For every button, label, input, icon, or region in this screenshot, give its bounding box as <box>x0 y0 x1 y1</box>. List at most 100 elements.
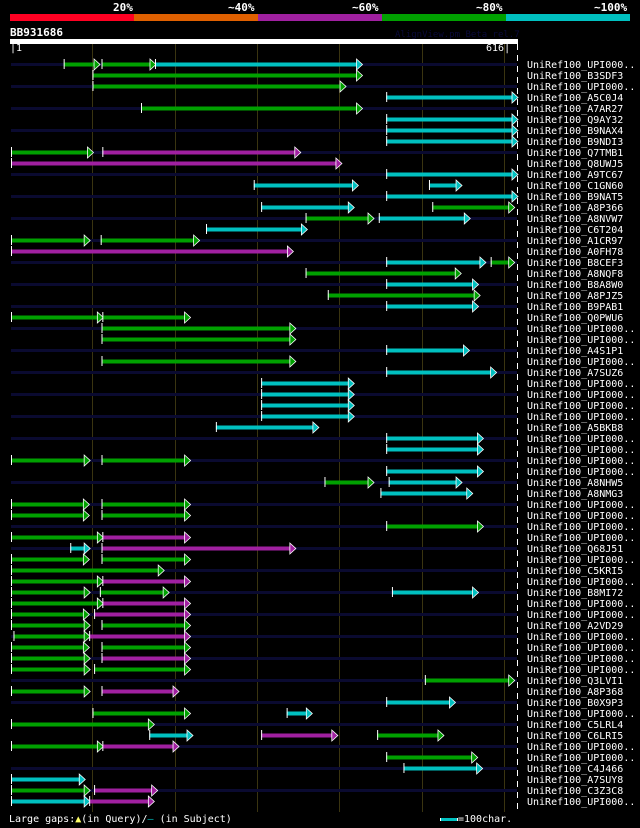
segment-end-arrow <box>454 267 462 280</box>
hit-label[interactable]: UniRef100_C4J466 <box>527 764 623 775</box>
segment-end-arrow <box>82 509 90 522</box>
hit-segment <box>261 414 350 419</box>
hit-label[interactable]: UniRef100_UPI000.. <box>527 335 635 346</box>
segment-end-arrow <box>184 630 192 643</box>
hit-segment <box>102 579 186 584</box>
hit-label[interactable]: UniRef100_UPI000.. <box>527 500 635 511</box>
hit-label[interactable]: UniRef100_A0FH78 <box>527 247 623 258</box>
hit-segment <box>13 634 86 639</box>
hit-label[interactable]: UniRef100_C6T204 <box>527 225 623 236</box>
hit-label[interactable]: UniRef100_A5C0J4 <box>527 93 623 104</box>
hit-label[interactable]: UniRef100_UPI000.. <box>527 753 635 764</box>
segment-end-arrow <box>347 377 355 390</box>
hit-label[interactable]: UniRef100_UPI000.. <box>527 665 635 676</box>
hit-segment <box>490 260 510 265</box>
hit-label[interactable]: UniRef100_B0X9P3 <box>527 698 623 709</box>
hit-label[interactable]: UniRef100_B8MI72 <box>527 588 623 599</box>
hit-label[interactable]: UniRef100_UPI000.. <box>527 522 635 533</box>
hit-label[interactable]: UniRef100_B9PAB1 <box>527 302 623 313</box>
scale-label-40: ~40% <box>228 1 255 14</box>
hit-label[interactable]: UniRef100_B8A8W0 <box>527 280 623 291</box>
hit-label[interactable]: UniRef100_B9NDI3 <box>527 137 623 148</box>
hit-label[interactable]: UniRef100_UPI000.. <box>527 599 635 610</box>
segment-end-arrow <box>477 432 485 445</box>
hit-label[interactable]: UniRef100_UPI000.. <box>527 533 635 544</box>
hit-segment <box>149 733 189 738</box>
hit-label[interactable]: UniRef100_A1CR97 <box>527 236 623 247</box>
hit-label[interactable]: UniRef100_UPI000.. <box>527 401 635 412</box>
segment-end-arrow <box>83 663 91 676</box>
hit-label[interactable]: UniRef100_UPI000.. <box>527 390 635 401</box>
hit-segment <box>11 238 86 243</box>
hit-label[interactable]: UniRef100_B9NAX4 <box>527 126 623 137</box>
hit-label[interactable]: UniRef100_A7SUZ6 <box>527 368 623 379</box>
hit-label[interactable]: UniRef100_A8NMG3 <box>527 489 623 500</box>
hit-label[interactable]: UniRef100_A7AR27 <box>527 104 623 115</box>
hit-label[interactable]: UniRef100_A7SUY8 <box>527 775 623 786</box>
segment-end-arrow <box>511 135 519 148</box>
hit-label[interactable]: UniRef100_B8CEF3 <box>527 258 623 269</box>
hit-label[interactable]: UniRef100_A5BKB8 <box>527 423 623 434</box>
scale-label-80: ~80% <box>476 1 503 14</box>
hit-label[interactable]: UniRef100_A2VD29 <box>527 621 623 632</box>
hit-segment <box>205 227 303 232</box>
hit-label[interactable]: UniRef100_A8P368 <box>527 687 623 698</box>
hit-segment <box>386 755 473 760</box>
hit-label[interactable]: UniRef100_A8NQF8 <box>527 269 623 280</box>
hit-label[interactable]: UniRef100_UPI000.. <box>527 709 635 720</box>
segment-end-arrow <box>147 795 155 808</box>
hit-label[interactable]: UniRef100_Q7TMB1 <box>527 148 623 159</box>
hit-label[interactable]: UniRef100_C5LRL4 <box>527 720 623 731</box>
hit-label[interactable]: UniRef100_UPI000.. <box>527 467 635 478</box>
segment-end-arrow <box>184 608 192 621</box>
hit-label[interactable]: UniRef100_C1GN60 <box>527 181 623 192</box>
hit-segment <box>386 172 513 177</box>
hit-segment <box>101 645 186 650</box>
hit-label[interactable]: UniRef100_A9TC67 <box>527 170 623 181</box>
segment-end-arrow <box>463 212 471 225</box>
hit-label[interactable]: UniRef100_UPI000.. <box>527 577 635 588</box>
hit-label[interactable]: UniRef100_UPI000.. <box>527 511 635 522</box>
hit-label[interactable]: UniRef100_UPI000.. <box>527 555 635 566</box>
hit-label[interactable]: UniRef100_Q0PWU6 <box>527 313 623 324</box>
hit-label[interactable]: UniRef100_UPI000.. <box>527 654 635 665</box>
hit-label[interactable]: UniRef100_UPI000.. <box>527 456 635 467</box>
hit-segment <box>94 788 153 793</box>
hit-label[interactable]: UniRef100_C5KRI5 <box>527 566 623 577</box>
hit-label[interactable]: UniRef100_A8NHW5 <box>527 478 623 489</box>
hit-label[interactable]: UniRef100_UPI000.. <box>527 797 635 808</box>
hit-label[interactable]: UniRef100_A8NVW7 <box>527 214 623 225</box>
hit-label[interactable]: UniRef100_B3SDF3 <box>527 71 623 82</box>
hit-segment <box>386 117 513 122</box>
hit-label[interactable]: UniRef100_UPI000.. <box>527 357 635 368</box>
hit-label[interactable]: UniRef100_UPI000.. <box>527 379 635 390</box>
hit-label[interactable]: UniRef100_UPI000.. <box>527 324 635 335</box>
hit-label[interactable]: UniRef100_Q8UWJ5 <box>527 159 623 170</box>
hit-segment <box>377 733 439 738</box>
segment-end-arrow <box>331 729 339 742</box>
hit-label[interactable]: UniRef100_A8P366 <box>527 203 623 214</box>
segment-end-arrow <box>347 201 355 214</box>
hit-label[interactable]: UniRef100_UPI000.. <box>527 632 635 643</box>
hit-label[interactable]: UniRef100_UPI000.. <box>527 434 635 445</box>
hit-label[interactable]: UniRef100_Q68J51 <box>527 544 623 555</box>
hit-label[interactable]: UniRef100_Q9AY32 <box>527 115 623 126</box>
hit-label[interactable]: UniRef100_UPI000.. <box>527 82 635 93</box>
hit-label[interactable]: UniRef100_UPI000.. <box>527 445 635 456</box>
hit-label[interactable]: UniRef100_UPI000.. <box>527 60 635 71</box>
hit-label[interactable]: UniRef100_A4S1P1 <box>527 346 623 357</box>
hit-label[interactable]: UniRef100_UPI000.. <box>527 610 635 621</box>
scale-band-100 <box>506 14 630 21</box>
hit-label[interactable]: UniRef100_B9NAT5 <box>527 192 623 203</box>
hit-label[interactable]: UniRef100_A8PJZ5 <box>527 291 623 302</box>
hit-label[interactable]: UniRef100_C6LRI5 <box>527 731 623 742</box>
hit-label[interactable]: UniRef100_UPI000.. <box>527 742 635 753</box>
hit-label[interactable]: UniRef100_UPI000.. <box>527 412 635 423</box>
hit-segment <box>386 128 513 133</box>
hit-label[interactable]: UniRef100_Q3LVI1 <box>527 676 623 687</box>
segment-end-arrow <box>184 652 192 665</box>
query-start: |1 <box>10 43 23 54</box>
hit-label[interactable]: UniRef100_UPI000.. <box>527 643 635 654</box>
hit-label[interactable]: UniRef100_C3Z3C8 <box>527 786 623 797</box>
